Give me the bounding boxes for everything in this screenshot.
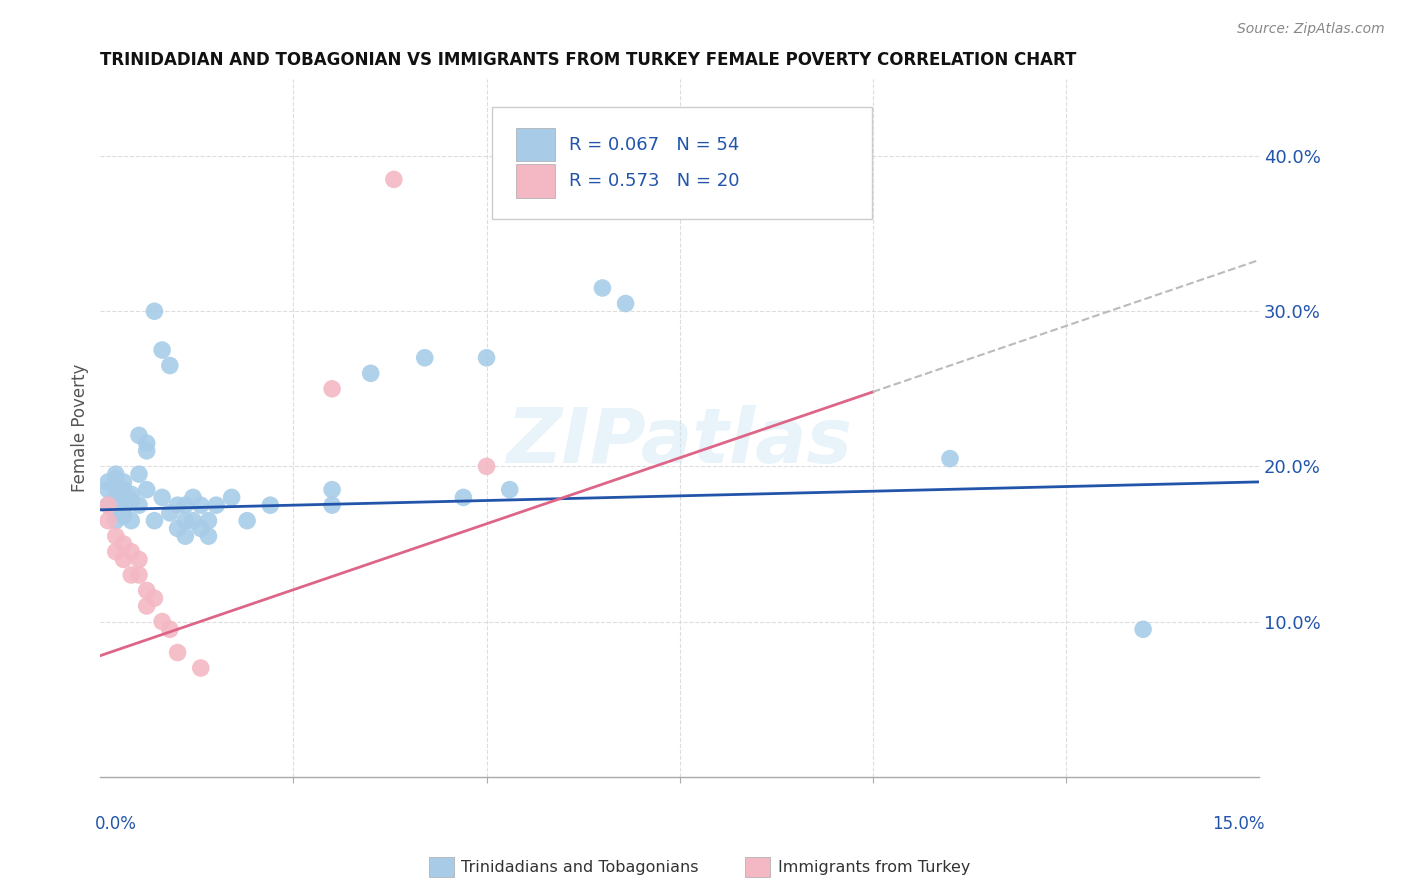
Y-axis label: Female Poverty: Female Poverty [72,363,89,491]
Point [135,436,157,450]
Point [475,351,498,365]
Point [181,514,204,528]
Point [614,296,637,310]
Point [112,508,135,523]
Text: Source: ZipAtlas.com: Source: ZipAtlas.com [1237,22,1385,37]
Point [221,491,243,505]
Text: R = 0.067   N = 54: R = 0.067 N = 54 [569,136,740,153]
Point [104,472,127,486]
Text: 0.0%: 0.0% [94,815,136,833]
Point [120,493,142,508]
Point [166,646,188,660]
Point [174,514,197,528]
Point [453,491,475,505]
Point [190,498,212,512]
Point [159,359,181,373]
Point [159,506,181,520]
Point [97,498,120,512]
Point [120,514,142,528]
Point [321,498,343,512]
Point [97,498,120,512]
Point [205,498,228,512]
Point [197,529,219,543]
Text: R = 0.573   N = 20: R = 0.573 N = 20 [569,172,740,190]
Point [97,514,120,528]
Point [112,537,135,551]
Point [143,591,166,606]
Point [112,552,135,566]
Point [104,467,127,482]
Point [104,491,127,505]
Point [197,514,219,528]
Point [159,622,181,636]
Point [499,483,522,497]
Point [112,491,135,505]
Point [120,568,142,582]
Point [112,498,135,512]
Point [475,459,498,474]
Text: 15.0%: 15.0% [1212,815,1265,833]
Point [97,475,120,489]
Point [360,367,382,381]
Point [166,498,188,512]
Point [166,521,188,535]
Point [112,483,135,497]
Point [128,552,150,566]
Point [190,661,212,675]
Point [174,498,197,512]
Point [143,514,166,528]
Point [128,428,150,442]
Point [112,475,135,489]
Point [128,568,150,582]
Point [120,487,142,501]
Point [97,483,120,497]
Point [104,529,127,543]
Point [104,544,127,558]
Point [591,281,613,295]
Point [128,498,150,512]
Point [104,514,127,528]
Point [321,483,343,497]
Point [321,382,343,396]
Point [939,451,962,466]
Point [135,443,157,458]
Point [174,529,197,543]
Point [128,467,150,482]
Point [259,498,281,512]
Point [1132,622,1154,636]
Point [135,583,157,598]
Point [135,599,157,613]
Point [181,491,204,505]
Point [135,483,157,497]
Point [382,172,405,186]
Point [150,343,173,357]
Point [413,351,436,365]
Text: Trinidadians and Tobagonians: Trinidadians and Tobagonians [461,860,699,874]
Point [112,503,135,517]
Point [236,514,259,528]
Point [143,304,166,318]
Point [104,493,127,508]
Text: Immigrants from Turkey: Immigrants from Turkey [778,860,970,874]
Text: TRINIDADIAN AND TOBAGONIAN VS IMMIGRANTS FROM TURKEY FEMALE POVERTY CORRELATION : TRINIDADIAN AND TOBAGONIAN VS IMMIGRANTS… [100,51,1077,69]
Point [150,615,173,629]
Point [104,506,127,520]
Text: ZIPatlas: ZIPatlas [506,405,852,478]
Point [120,544,142,558]
Point [150,491,173,505]
Point [190,521,212,535]
